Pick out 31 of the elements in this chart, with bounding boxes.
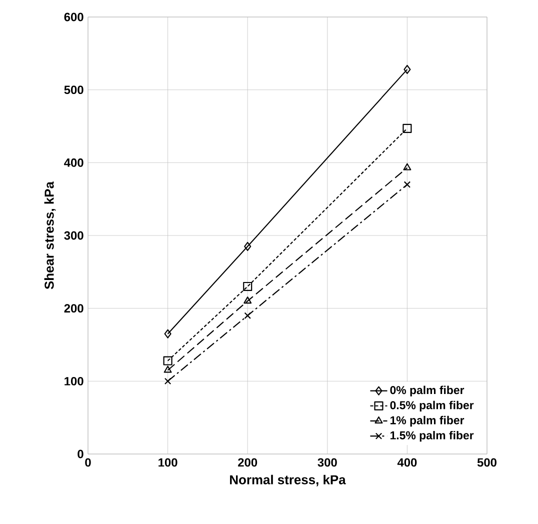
y-tick-label: 100 [64,376,84,386]
point [404,181,411,188]
x-tick-label: 100 [158,458,178,467]
point [163,356,172,366]
legend-label: 0% palm fiber [390,386,464,396]
legend-label: 0.5% palm fiber [390,400,474,412]
x-tick-label: 400 [397,458,417,467]
point [404,64,411,74]
point [164,366,172,373]
point [244,242,252,251]
x-tick-label: 200 [238,458,258,467]
point [164,378,172,385]
x-tick-label: 300 [318,458,337,467]
y-tick-label: 400 [64,158,84,167]
y-axis-title: Shear stress, kPa [44,181,56,290]
point [244,312,251,319]
point [244,296,252,304]
y-tick-label: 500 [64,86,84,94]
point [403,163,412,170]
x-tick-label: 0 [85,458,91,467]
point [164,329,172,338]
y-tick-label: 0 [78,450,84,458]
y-tick-label: 300 [64,231,84,240]
legend-label: 1% palm fiber [390,416,464,427]
y-tick-label: 600 [64,12,84,22]
y-tick-label: 200 [64,304,84,313]
legend-label: 1.5% palm fiber [390,430,474,442]
point [243,282,252,292]
point [402,124,412,133]
x-axis-title: Normal stress, kPa [230,474,346,486]
x-tick-label: 500 [477,458,496,467]
